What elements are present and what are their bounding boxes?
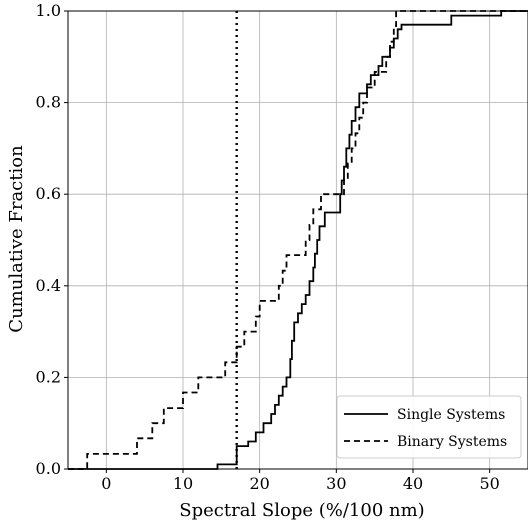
x-tick-label: 50 — [479, 474, 499, 493]
series-line-binary-systems — [68, 10, 528, 470]
y-tick-label: 0.8 — [36, 93, 61, 112]
y-tick-label: 0.2 — [36, 367, 61, 386]
y-tick-label: 0.0 — [36, 459, 61, 478]
y-tick-label: 0.4 — [36, 276, 61, 295]
x-tick-label: 20 — [249, 474, 269, 493]
series-group — [68, 10, 528, 470]
x-ticks: 0 10 20 30 40 50 — [101, 469, 500, 493]
x-tick-label: 30 — [326, 474, 346, 493]
y-axis-label: Cumulative Fraction — [6, 145, 27, 333]
y-tick-label: 0.6 — [36, 184, 61, 203]
x-tick-label: 10 — [173, 474, 193, 493]
legend-label-single: Single Systems — [397, 407, 505, 423]
legend-box — [336, 395, 522, 459]
plot-frame — [67, 10, 528, 470]
x-tick-label: 40 — [403, 474, 423, 493]
legend-label-binary: Binary Systems — [397, 434, 507, 450]
series-line-single-systems — [68, 10, 528, 470]
y-tick-label: 1.0 — [36, 1, 61, 20]
x-axis-label: Spectral Slope (%/100 nm) — [179, 500, 424, 521]
x-tick-label: 0 — [101, 474, 111, 493]
y-ticks: 0.0 0.2 0.4 0.6 0.8 1.0 — [36, 1, 68, 478]
legend: Single Systems Binary Systems — [336, 395, 522, 459]
